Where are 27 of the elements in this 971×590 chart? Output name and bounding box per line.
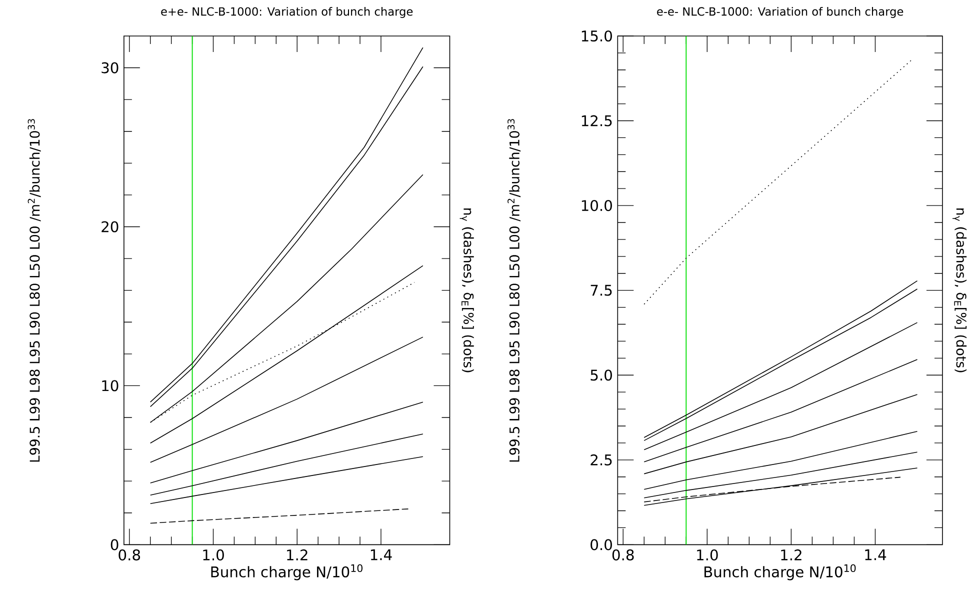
y-tick-label: 0.0 [590,539,612,550]
chart-title: e+e- NLC-B-1000: Variation of bunch charge [161,7,413,18]
y-tick-label: 2.5 [590,454,612,466]
x-tick-label: 0.8 [118,550,140,561]
y-tick-label: 20 [102,221,118,232]
x-tick-label: 1.2 [781,550,802,560]
y-tick-label: 7.5 [590,285,612,296]
y-tick-label: 15.0 [582,30,612,42]
x-axis-title: Bunch charge N/10$^{10}$ [704,564,856,580]
x-tick-label: 1.4 [865,550,886,560]
x-tick-label: 1.2 [287,550,308,560]
x-axis-title: Bunch charge N/10$^{10}$ [211,564,362,580]
chart-title: e-e- NLC-B-1000: Variation of bunch charge [657,7,904,18]
y-tick-label: 30 [102,62,118,74]
x-tick-label: 1.4 [370,550,392,560]
y-tick-label: 10 [102,380,118,392]
y2-axis-title: n$_{γ}$ (dashes), δ$_{E}$[%] (dots) [460,208,474,372]
x-tick-label: 1.0 [203,550,224,561]
x-tick-label: 1.0 [697,550,718,561]
x-tick-label: 0.8 [612,550,634,561]
y-tick-label: 5.0 [590,370,612,381]
y2-axis-title: n$_{γ}$ (dashes), δ$_{E}$[%] (dots) [952,208,967,372]
y-tick-label: 12.5 [582,115,612,126]
y-axis-title: L99.5 L99 L98 L95 L90 L80 L50 L00 /m$^{2}$/bunch/10$^{33}$ [508,119,521,462]
y-axis-title: L99.5 L99 L98 L95 L90 L80 L50 L00 /m$^{2}$/bunch/10$^{33}$ [28,119,41,462]
y-tick-label: 0 [110,539,118,550]
y-tick-label: 10.0 [582,200,612,212]
